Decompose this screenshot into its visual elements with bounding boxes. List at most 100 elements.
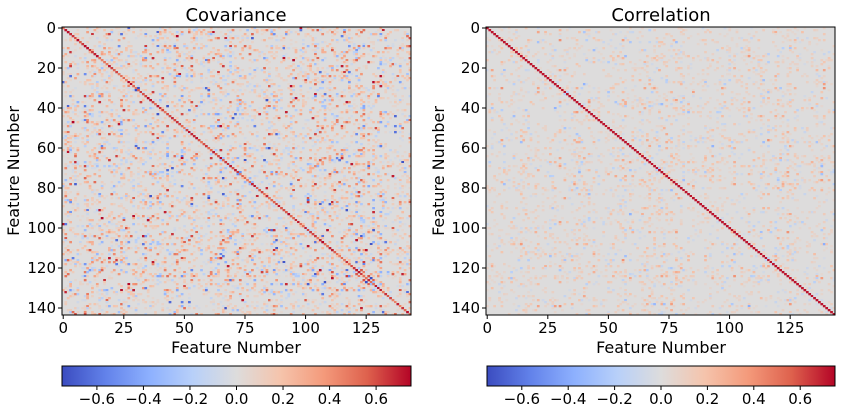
heatmap-cell — [241, 37, 245, 40]
heatmap-cell — [268, 205, 271, 208]
heatmap-cell — [258, 217, 262, 220]
heatmap-cell — [183, 271, 186, 274]
heatmap-cell — [212, 253, 215, 256]
heatmap-cell — [168, 115, 172, 118]
heatmap-cell — [219, 285, 223, 288]
heatmap-cell — [314, 89, 317, 92]
heatmap-cell — [268, 73, 271, 76]
heatmap-cell — [158, 99, 162, 102]
heatmap-cell — [219, 207, 223, 210]
heatmap-cell — [204, 57, 208, 60]
heatmap-cell — [125, 87, 128, 90]
heatmap-cell — [238, 219, 242, 222]
heatmap-cell — [86, 203, 89, 206]
heatmap-cell — [347, 101, 351, 104]
heatmap-cell — [369, 127, 373, 130]
heatmap-cell — [217, 71, 220, 74]
heatmap-cell — [226, 35, 230, 38]
heatmap-cell — [190, 273, 194, 276]
heatmap-cell — [175, 75, 179, 78]
heatmap-cell — [183, 273, 186, 276]
heatmap-cell — [122, 85, 126, 88]
heatmap-cell — [127, 141, 131, 144]
heatmap-cell — [100, 181, 104, 184]
heatmap-cell — [284, 47, 288, 50]
heatmap-cell — [328, 225, 332, 228]
heatmap-cell — [146, 279, 150, 282]
heatmap-cell — [408, 187, 412, 190]
heatmap-cell — [403, 195, 407, 198]
heatmap-cell — [88, 265, 92, 268]
heatmap-cell — [331, 145, 334, 148]
heatmap-cell — [64, 135, 68, 138]
heatmap-cell — [110, 147, 114, 150]
heatmap-cell — [180, 239, 184, 242]
heatmap-cell — [219, 107, 223, 110]
heatmap-cell — [379, 175, 383, 178]
heatmap-cell — [270, 173, 274, 176]
heatmap-cell — [81, 101, 85, 104]
heatmap-cell — [309, 149, 312, 152]
heatmap-cell — [188, 181, 191, 184]
heatmap-cell — [64, 131, 68, 134]
heatmap-cell — [125, 141, 128, 144]
heatmap-cell — [292, 69, 295, 72]
heatmap-cell — [299, 265, 303, 268]
heatmap-cell — [180, 169, 184, 172]
heatmap-cell — [149, 125, 152, 128]
heatmap-cell — [309, 27, 312, 30]
heatmap-cell — [352, 43, 356, 46]
heatmap-cell — [64, 275, 68, 278]
heatmap-cell — [110, 101, 114, 104]
heatmap-cell — [297, 181, 300, 184]
heatmap-cell — [108, 81, 111, 84]
heatmap-cell — [71, 35, 75, 38]
heatmap-cell — [204, 305, 208, 308]
heatmap-cell — [248, 53, 252, 56]
heatmap-cell — [209, 27, 213, 30]
heatmap-cell — [268, 293, 271, 296]
heatmap-cell — [212, 47, 215, 50]
heatmap-cell — [120, 105, 123, 108]
heatmap-cell — [389, 211, 392, 214]
heatmap-cell — [306, 201, 310, 204]
heatmap-cell — [139, 273, 143, 276]
heatmap-cell — [156, 31, 160, 34]
heatmap-cell — [66, 131, 70, 134]
heatmap-cell — [212, 223, 215, 226]
heatmap-cell — [289, 31, 293, 34]
heatmap-cell — [406, 181, 409, 184]
heatmap-cell — [112, 269, 116, 272]
heatmap-cell — [340, 111, 344, 114]
heatmap-cell — [108, 277, 111, 280]
heatmap-cell — [243, 75, 247, 78]
heatmap-cell — [81, 141, 85, 144]
heatmap-cell — [125, 167, 128, 170]
heatmap-cell — [309, 231, 312, 234]
heatmap-cell — [280, 153, 283, 156]
heatmap-cell — [144, 255, 148, 258]
heatmap-cell — [158, 135, 162, 138]
heatmap-cell — [289, 65, 293, 68]
heatmap-cell — [183, 275, 186, 278]
heatmap-cell — [161, 135, 165, 138]
heatmap-cell — [125, 243, 128, 246]
heatmap-cell — [352, 203, 356, 206]
heatmap-cell — [243, 247, 247, 250]
heatmap-cell — [64, 303, 68, 306]
heatmap-cell — [226, 233, 230, 236]
heatmap-cell — [258, 145, 262, 148]
heatmap-cell — [314, 165, 317, 168]
heatmap-cell — [183, 249, 186, 252]
heatmap-cell — [188, 57, 191, 60]
heatmap-cell — [347, 29, 351, 32]
heatmap-cell — [331, 139, 334, 142]
heatmap-cell — [263, 57, 266, 60]
heatmap-cell — [311, 185, 315, 188]
heatmap-cell — [66, 215, 70, 218]
heatmap-cell — [360, 107, 363, 110]
heatmap-cell — [299, 255, 303, 258]
heatmap-cell — [391, 229, 395, 232]
heatmap-cell — [115, 53, 119, 56]
heatmap-cell — [355, 163, 358, 166]
